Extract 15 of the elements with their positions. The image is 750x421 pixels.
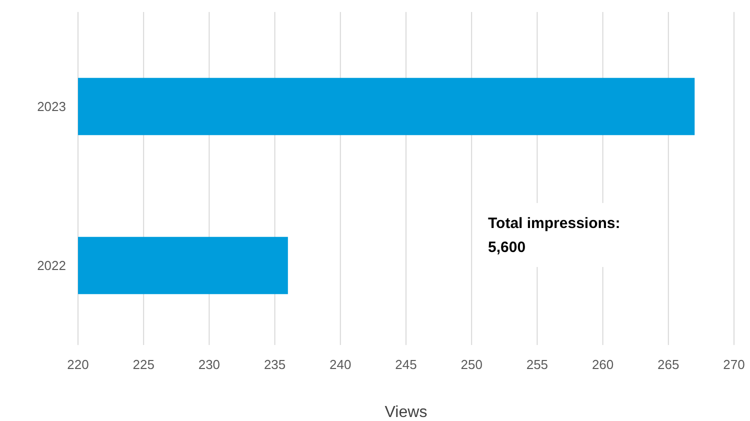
x-tick-label: 240 xyxy=(330,357,352,372)
x-tick-label: 220 xyxy=(67,357,89,372)
y-tick-label: 2022 xyxy=(37,258,66,274)
x-tick-label: 225 xyxy=(132,357,154,372)
x-tick-label: 235 xyxy=(264,357,286,372)
annotation: Total impressions: 5,600 xyxy=(488,215,620,256)
x-tick-label: 230 xyxy=(198,357,220,372)
x-tick-label: 260 xyxy=(592,357,614,372)
x-tick-label: 255 xyxy=(526,357,548,372)
x-tick-label: 270 xyxy=(723,357,745,372)
x-tick-label: 245 xyxy=(395,357,417,372)
x-tick-label: 265 xyxy=(658,357,680,372)
x-tick-label: 250 xyxy=(460,357,482,372)
x-axis-title: Views xyxy=(384,404,428,421)
y-tick-label: 2023 xyxy=(37,99,66,114)
